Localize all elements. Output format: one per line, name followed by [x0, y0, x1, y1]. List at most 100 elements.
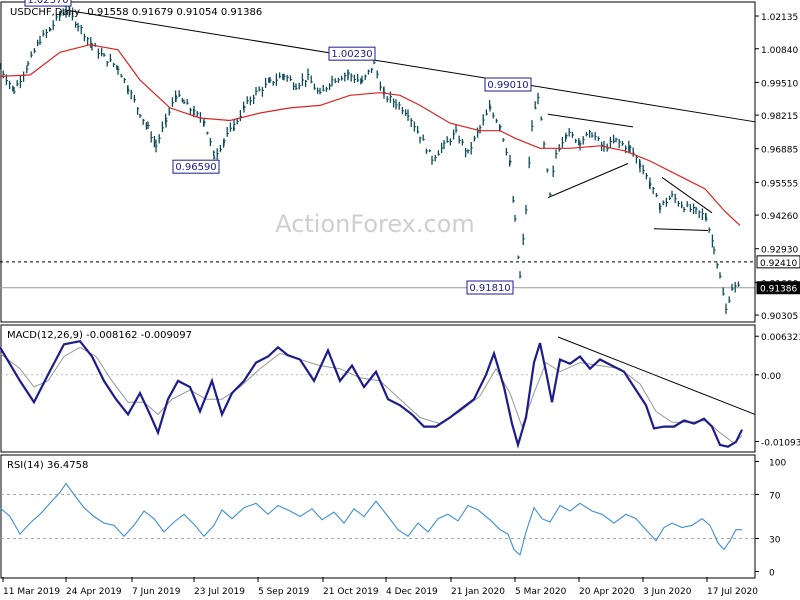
price-bar: [621, 140, 624, 146]
price-bar: [618, 138, 621, 149]
price-bar: [512, 195, 515, 203]
price-bar: [422, 134, 425, 141]
price-bar: [683, 207, 686, 213]
annotation-box: [466, 280, 514, 295]
price-bar: [27, 61, 30, 67]
price-bar: [407, 109, 410, 121]
price-trendline: [547, 113, 634, 128]
rsi-y-tick-label: 30: [769, 536, 781, 546]
price-bar: [543, 141, 546, 149]
annotation-box: [172, 159, 220, 174]
annotation-label: 0.91810: [469, 283, 510, 294]
price-bar: [233, 119, 236, 131]
rsi-panel: RSI(14) 36.4758 100 70 30 0: [0, 454, 786, 579]
price-bar: [112, 62, 116, 68]
price-bar: [49, 28, 52, 32]
price-bar: [680, 201, 684, 209]
price-bar: [36, 39, 40, 47]
price-bar: [275, 73, 278, 86]
price-bar: [594, 131, 597, 141]
price-bar: [458, 135, 461, 144]
price-bar: [719, 272, 722, 279]
price-bar: [97, 48, 100, 59]
x-tick-label: 4 Dec 2019: [386, 587, 438, 597]
price-annotation: 1.00230: [328, 46, 376, 61]
x-tick-label: 5 Sep 2019: [258, 587, 310, 597]
price-bar: [519, 271, 522, 279]
price-panel-title: USDCHF,Daily 0.91558 0.91679 0.91054 0.9…: [10, 7, 262, 18]
annotation-box: [24, 0, 72, 7]
price-bar: [649, 177, 652, 190]
price-bar: [392, 98, 396, 108]
price-bar: [340, 75, 344, 81]
price-bar: [642, 164, 645, 175]
price-bar: [269, 76, 272, 83]
price-bar: [716, 262, 719, 269]
price-bar: [713, 246, 716, 255]
price-bar: [555, 149, 558, 159]
price-bar: [353, 74, 356, 84]
price-bar: [239, 110, 242, 122]
price-bar: [652, 186, 655, 195]
price-bar: [71, 11, 74, 21]
price-bar: [571, 131, 574, 138]
price-y-tick-label: 1.00840: [761, 46, 798, 56]
x-tick-label: 20 Apr 2020: [579, 587, 635, 597]
price-bar: [725, 303, 728, 314]
price-bar: [546, 168, 549, 173]
rsi-y-tick-label: 0: [769, 569, 775, 579]
watermark: ActionForex.com: [275, 210, 475, 238]
price-bar: [16, 80, 19, 87]
price-bar: [579, 141, 582, 151]
price-bar: [615, 137, 618, 143]
price-bar: [127, 85, 130, 95]
price-bar: [226, 126, 229, 137]
price-bar: [443, 140, 446, 150]
price-bar: [665, 197, 668, 207]
price-bar: [509, 154, 512, 165]
price-bar: [645, 173, 648, 180]
x-axis: 11 Mar 2019 24 Apr 2019 7 Jun 2019 23 Jul 2…: [2, 577, 758, 597]
macd-panel: MACD(12,26,9) -0.008162 -0.009097 0.0063…: [0, 324, 800, 453]
price-bar: [528, 156, 531, 169]
price-bar: [561, 136, 564, 148]
price-bar: [322, 84, 325, 92]
price-annotation: 0.96590: [172, 159, 220, 174]
price-bar: [437, 150, 440, 156]
price-bar: [410, 118, 413, 128]
annotation-label: 1.00230: [331, 49, 372, 60]
price-bar: [492, 112, 495, 119]
price-annotation: 0.99010: [484, 77, 532, 92]
price-bar: [537, 92, 540, 105]
price-bar: [283, 73, 286, 81]
price-bar: [117, 66, 120, 75]
price-bar: [495, 118, 498, 123]
price-bar: [452, 129, 456, 140]
price-bar: [175, 94, 178, 102]
annotation-label: 0.99010: [487, 80, 528, 91]
price-tag-label: 0.92410: [760, 259, 797, 269]
price-bar: [223, 138, 226, 146]
price-bar: [0, 63, 2, 70]
price-y-tick-label: 0.92930: [761, 246, 798, 256]
price-bar: [196, 111, 199, 117]
price-bar: [206, 131, 209, 135]
price-bar: [565, 132, 568, 140]
price-bar: [585, 131, 588, 137]
price-bar: [106, 60, 109, 67]
macd-title: MACD(12,26,9) -0.008162 -0.009097: [7, 330, 192, 341]
x-tick-label: 11 Mar 2019: [3, 587, 60, 597]
price-trendline: [661, 177, 713, 214]
price-bar: [142, 118, 145, 125]
price-bar: [549, 192, 552, 197]
price-bar: [379, 81, 382, 91]
price-bar: [62, 8, 65, 16]
price-bar: [158, 134, 161, 144]
price-bar: [304, 79, 308, 88]
price-bar: [659, 203, 662, 214]
price-bar: [514, 214, 517, 222]
price-bar: [356, 74, 360, 82]
price-y-tick-label: 0.96885: [761, 146, 798, 156]
price-bar: [476, 127, 480, 138]
